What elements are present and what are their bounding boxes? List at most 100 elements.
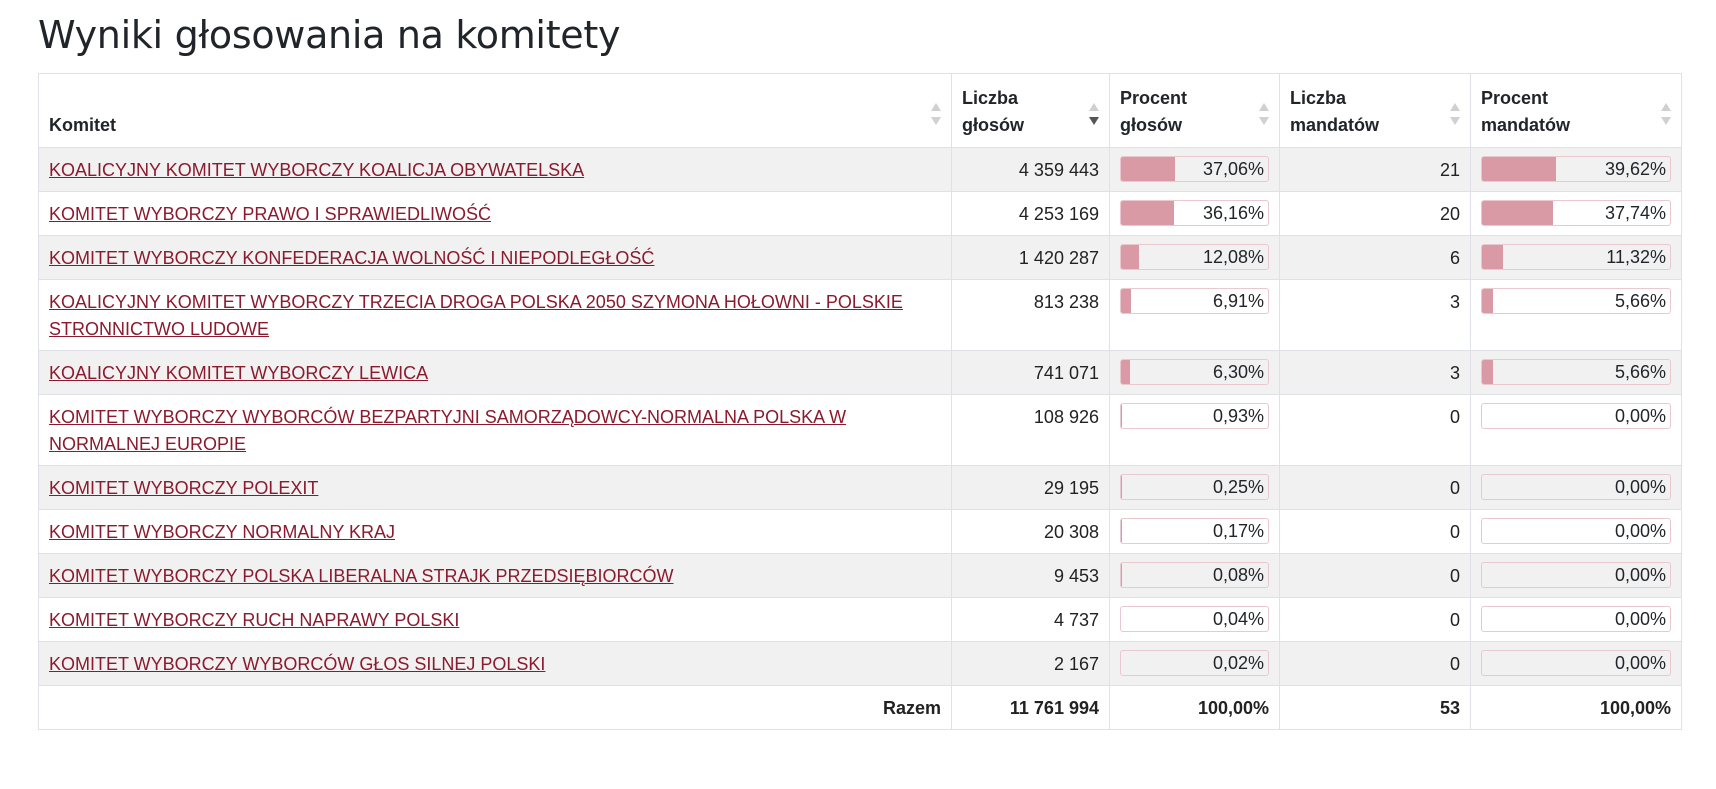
seats-cell: 6 <box>1279 235 1471 280</box>
vote-percent-value: 0,93% <box>1212 406 1264 426</box>
seat-percent-bar-fill <box>1482 289 1493 313</box>
totals-votes: 11 761 994 <box>951 685 1110 730</box>
page-title: Wyniki głosowania na komitety <box>38 13 621 57</box>
column-header-label: Procent <box>1120 88 1188 108</box>
seat-percent-cell: 39,62% <box>1470 147 1682 192</box>
seat-percent-cell: 0,00% <box>1470 641 1682 686</box>
table-row: KOMITET WYBORCZY KONFEDERACJA WOLNOŚĆ I … <box>38 235 1682 280</box>
results-table: Komitet Liczba głosów Procent głosów Lic… <box>38 73 1682 730</box>
sort-icon[interactable] <box>1450 103 1460 125</box>
vote-percent-cell: 37,06% <box>1109 147 1280 192</box>
vote-percent-value: 6,91% <box>1212 291 1264 311</box>
sort-icon[interactable] <box>931 103 941 125</box>
seat-percent-value: 39,62% <box>1604 159 1666 179</box>
vote-percent-cell: 6,30% <box>1109 350 1280 395</box>
column-header-label: mandatów <box>1290 115 1380 135</box>
seat-percent-bar: 39,62% <box>1481 156 1671 182</box>
vote-percent-cell: 0,17% <box>1109 509 1280 554</box>
vote-percent-value: 0,08% <box>1212 565 1264 585</box>
seat-percent-value: 0,00% <box>1614 521 1666 541</box>
table-body: KOALICYJNY KOMITET WYBORCZY KOALICJA OBY… <box>38 147 1682 686</box>
seats-cell: 0 <box>1279 553 1471 598</box>
vote-percent-value: 0,04% <box>1212 609 1264 629</box>
seat-percent-value: 0,00% <box>1614 653 1666 673</box>
sort-descending-icon[interactable] <box>1089 103 1099 125</box>
seat-percent-value: 37,74% <box>1604 203 1666 223</box>
column-header-label: Liczba <box>962 88 1019 108</box>
results-section: Wyniki głosowania na komitety Komitet Li… <box>38 0 1682 730</box>
seat-percent-cell: 0,00% <box>1470 465 1682 510</box>
vote-percent-cell: 0,04% <box>1109 597 1280 642</box>
votes-cell: 9 453 <box>951 553 1110 598</box>
table-row: KOALICYJNY KOMITET WYBORCZY KOALICJA OBY… <box>38 147 1682 192</box>
committee-cell: KOALICYJNY KOMITET WYBORCZY LEWICA <box>38 350 952 395</box>
column-header-committee[interactable]: Komitet <box>38 73 952 148</box>
committee-link[interactable]: KOMITET WYBORCZY NORMALNY KRAJ <box>49 522 396 542</box>
seats-cell: 0 <box>1279 597 1471 642</box>
totals-vote-percent: 100,00% <box>1109 685 1280 730</box>
table-row: KOMITET WYBORCZY POLSKA LIBERALNA STRAJK… <box>38 553 1682 598</box>
seat-percent-bar: 0,00% <box>1481 562 1671 588</box>
seat-percent-bar: 11,32% <box>1481 244 1671 270</box>
vote-percent-cell: 0,08% <box>1109 553 1280 598</box>
seat-percent-bar: 5,66% <box>1481 359 1671 385</box>
table-row: KOMITET WYBORCZY RUCH NAPRAWY POLSKI 4 73… <box>38 597 1682 642</box>
seat-percent-cell: 5,66% <box>1470 350 1682 395</box>
table-row: KOMITET WYBORCZY WYBORCÓW GŁOS SILNEJ PO… <box>38 641 1682 686</box>
vote-percent-bar: 0,04% <box>1120 606 1269 632</box>
committee-link[interactable]: KOMITET WYBORCZY POLSKA LIBERALNA STRAJK… <box>49 566 674 586</box>
totals-seats: 53 <box>1279 685 1471 730</box>
vote-percent-bar: 0,93% <box>1120 403 1269 429</box>
vote-percent-bar-fill <box>1121 157 1176 181</box>
committee-cell: KOMITET WYBORCZY PRAWO I SPRAWIEDLIWOŚĆ <box>38 191 952 236</box>
column-header-votes[interactable]: Liczba głosów <box>951 73 1110 148</box>
table-row: KOMITET WYBORCZY WYBORCÓW BEZPARTYJNI SA… <box>38 394 1682 466</box>
seat-percent-bar: 37,74% <box>1481 200 1671 226</box>
seat-percent-bar-fill <box>1482 201 1553 225</box>
column-header-seats[interactable]: Liczba mandatów <box>1279 73 1471 148</box>
committee-link[interactable]: KOMITET WYBORCZY RUCH NAPRAWY POLSKI <box>49 610 460 630</box>
committee-link[interactable]: KOMITET WYBORCZY PRAWO I SPRAWIEDLIWOŚĆ <box>49 204 492 224</box>
vote-percent-cell: 36,16% <box>1109 191 1280 236</box>
vote-percent-bar: 37,06% <box>1120 156 1269 182</box>
committee-cell: KOMITET WYBORCZY WYBORCÓW GŁOS SILNEJ PO… <box>38 641 952 686</box>
vote-percent-bar-fill <box>1121 404 1123 428</box>
votes-cell: 813 238 <box>951 279 1110 351</box>
seat-percent-value: 5,66% <box>1614 291 1666 311</box>
committee-link[interactable]: KOALICYJNY KOMITET WYBORCZY TRZECIA DROG… <box>49 292 903 339</box>
committee-link[interactable]: KOALICYJNY KOMITET WYBORCZY KOALICJA OBY… <box>49 160 585 180</box>
vote-percent-value: 37,06% <box>1202 159 1264 179</box>
vote-percent-bar-fill <box>1121 289 1132 313</box>
committee-cell: KOMITET WYBORCZY RUCH NAPRAWY POLSKI <box>38 597 952 642</box>
vote-percent-bar-fill <box>1121 201 1175 225</box>
seat-percent-value: 11,32% <box>1606 247 1666 267</box>
table-header-row: Komitet Liczba głosów Procent głosów Lic… <box>38 73 1682 148</box>
column-header-vote-percent[interactable]: Procent głosów <box>1109 73 1280 148</box>
vote-percent-value: 0,17% <box>1212 521 1264 541</box>
votes-cell: 2 167 <box>951 641 1110 686</box>
committee-cell: KOALICYJNY KOMITET WYBORCZY TRZECIA DROG… <box>38 279 952 351</box>
column-header-label: Komitet <box>49 115 116 135</box>
seat-percent-bar: 0,00% <box>1481 606 1671 632</box>
table-row: KOALICYJNY KOMITET WYBORCZY TRZECIA DROG… <box>38 279 1682 351</box>
vote-percent-cell: 0,25% <box>1109 465 1280 510</box>
votes-cell: 4 737 <box>951 597 1110 642</box>
committee-link[interactable]: KOALICYJNY KOMITET WYBORCZY LEWICA <box>49 363 429 383</box>
committee-link[interactable]: KOMITET WYBORCZY KONFEDERACJA WOLNOŚĆ I … <box>49 248 655 268</box>
vote-percent-cell: 0,02% <box>1109 641 1280 686</box>
committee-cell: KOMITET WYBORCZY NORMALNY KRAJ <box>38 509 952 554</box>
sort-icon[interactable] <box>1661 103 1671 125</box>
vote-percent-value: 36,16% <box>1202 203 1264 223</box>
column-header-seat-percent[interactable]: Procent mandatów <box>1470 73 1682 148</box>
seats-cell: 0 <box>1279 509 1471 554</box>
committee-link[interactable]: KOMITET WYBORCZY WYBORCÓW GŁOS SILNEJ PO… <box>49 654 546 674</box>
table-row: KOALICYJNY KOMITET WYBORCZY LEWICA 741 07… <box>38 350 1682 395</box>
seat-percent-bar: 0,00% <box>1481 474 1671 500</box>
table-row: KOMITET WYBORCZY PRAWO I SPRAWIEDLIWOŚĆ 4… <box>38 191 1682 236</box>
committee-link[interactable]: KOMITET WYBORCZY WYBORCÓW BEZPARTYJNI SA… <box>49 407 847 454</box>
vote-percent-cell: 12,08% <box>1109 235 1280 280</box>
committee-cell: KOMITET WYBORCZY POLEXIT <box>38 465 952 510</box>
vote-percent-bar: 6,30% <box>1120 359 1269 385</box>
sort-icon[interactable] <box>1259 103 1269 125</box>
committee-link[interactable]: KOMITET WYBORCZY POLEXIT <box>49 478 319 498</box>
